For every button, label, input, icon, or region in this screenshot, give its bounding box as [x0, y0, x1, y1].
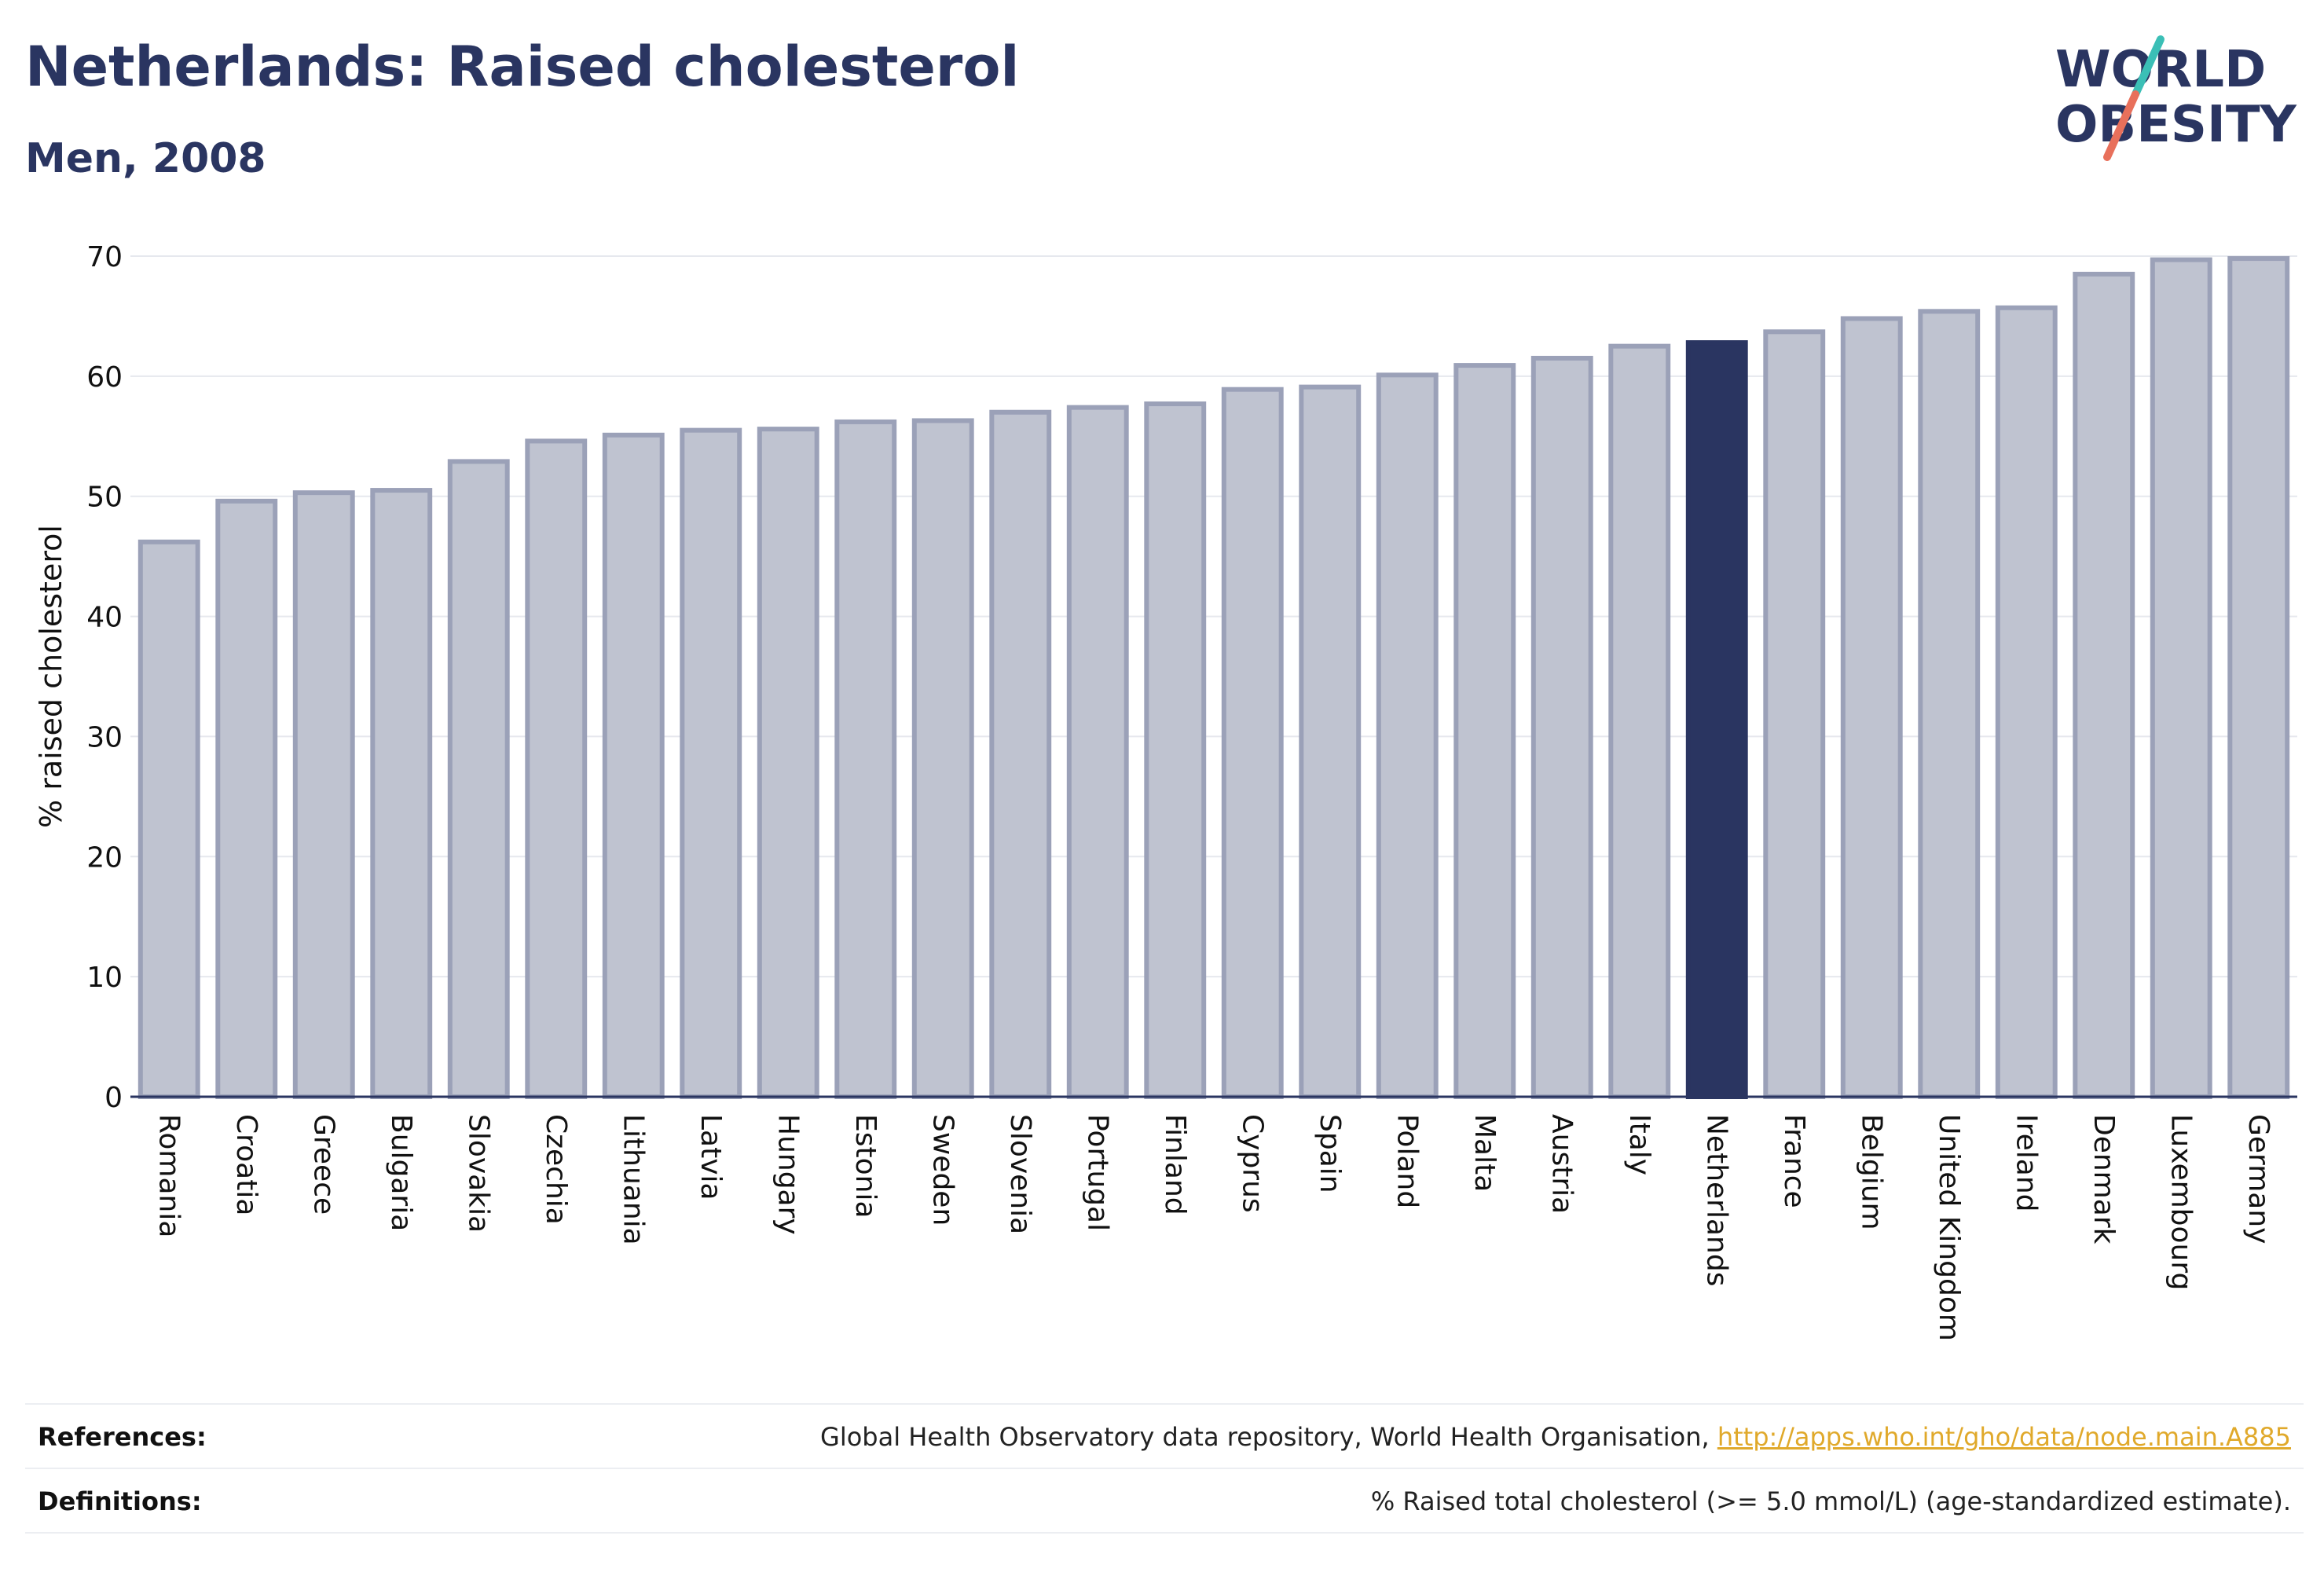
- logo-word-world: WORLD: [2055, 41, 2266, 99]
- x-tick-label: Sweden: [926, 1114, 959, 1226]
- x-tick-label: Ireland: [2010, 1114, 2042, 1212]
- bar-united-kingdom: [1918, 309, 1981, 1100]
- x-tick-label: Germany: [2242, 1114, 2275, 1244]
- x-tick-label: Austria: [1545, 1114, 1578, 1214]
- bar-portugal: [1066, 405, 1129, 1099]
- x-tick-label: Slovakia: [462, 1114, 494, 1233]
- y-tick-label: 10: [86, 962, 123, 994]
- definitions-row: Definitions: % Raised total cholesterol …: [25, 1468, 2304, 1532]
- y-tick-label: 60: [86, 361, 123, 394]
- bar-czechia: [525, 438, 588, 1099]
- bar-spain: [1299, 384, 1362, 1100]
- references-row: References: Global Health Observatory da…: [25, 1403, 2304, 1468]
- x-tick-label: Netherlands: [1700, 1114, 1732, 1286]
- chart-subtitle: Men, 2008: [25, 135, 266, 182]
- bar-hungary: [757, 427, 819, 1099]
- y-tick-label: 0: [104, 1082, 123, 1114]
- y-tick-label: 30: [86, 721, 123, 753]
- y-tick-label: 50: [86, 482, 123, 514]
- bar-belgium: [1840, 316, 1903, 1099]
- world-obesity-logo: WORLD OBESITY: [2055, 35, 2297, 161]
- bar-slovenia: [989, 409, 1052, 1099]
- bar-greece: [292, 490, 355, 1099]
- x-tick-label: United Kingdom: [1933, 1114, 1965, 1341]
- x-tick-label: Cyprus: [1236, 1114, 1268, 1213]
- bar-croatia: [215, 498, 278, 1099]
- x-tick-label: Belgium: [1855, 1114, 1887, 1230]
- y-axis-ticks: 0 10 20 30 40 50 60 70: [86, 241, 123, 1114]
- x-tick-label: Greece: [307, 1114, 339, 1215]
- x-axis-ticks: Romania Croatia Greece Bulgaria Slovakia Czec…: [152, 1114, 2275, 1341]
- references-text: Global Health Observatory data repositor…: [820, 1422, 1717, 1452]
- definitions-text: % Raised total cholesterol (>= 5.0 mmol/…: [1370, 1486, 2291, 1516]
- x-tick-label: Poland: [1391, 1114, 1423, 1208]
- references-value: Global Health Observatory data repositor…: [820, 1422, 2291, 1452]
- bar-cyprus: [1221, 387, 1284, 1099]
- bar-italy: [1608, 343, 1671, 1099]
- bar-sweden: [911, 418, 974, 1099]
- x-tick-label: Luxembourg: [2165, 1114, 2197, 1290]
- x-tick-label: Czechia: [540, 1114, 572, 1225]
- chart-title: Netherlands: Raised cholesterol: [25, 35, 1020, 99]
- y-tick-label: 40: [86, 602, 123, 634]
- definitions-label: Definitions:: [38, 1486, 202, 1516]
- logo-slash-coral: [2103, 90, 2139, 161]
- x-tick-label: Romania: [152, 1114, 185, 1237]
- bar-malta: [1453, 363, 1516, 1100]
- bar-austria: [1530, 355, 1593, 1099]
- x-tick-label: Croatia: [230, 1114, 262, 1215]
- x-tick-label: Finland: [1159, 1114, 1191, 1215]
- x-tick-label: France: [1778, 1114, 1810, 1208]
- x-tick-label: Estonia: [849, 1114, 882, 1219]
- bar-germany: [2227, 256, 2290, 1099]
- bar-chart: 0 10 20 30 40 50 60 70 Romania Croatia Greece Bulg…: [34, 241, 2297, 1341]
- x-tick-label: Spain: [1314, 1114, 1346, 1193]
- x-tick-label: Latvia: [695, 1114, 727, 1200]
- references-label: References:: [38, 1422, 207, 1452]
- bars: [137, 256, 2290, 1100]
- y-tick-label: 20: [86, 841, 123, 874]
- x-tick-label: Hungary: [772, 1114, 804, 1235]
- y-axis-label: % raised cholesterol: [34, 525, 68, 828]
- bar-latvia: [680, 427, 742, 1099]
- x-tick-label: Italy: [1623, 1114, 1655, 1175]
- references-link[interactable]: http://apps.who.int/gho/data/node.main.A…: [1717, 1422, 2291, 1452]
- x-tick-label: Malta: [1468, 1114, 1501, 1192]
- bar-estonia: [834, 419, 897, 1099]
- bar-poland: [1376, 372, 1439, 1100]
- bar-france: [1763, 329, 1826, 1099]
- x-tick-label: Slovenia: [1004, 1114, 1036, 1234]
- logo-slash-teal: [2132, 35, 2165, 98]
- bar-ireland: [1995, 305, 2058, 1099]
- bar-lithuania: [602, 432, 665, 1099]
- bar-slovakia: [447, 459, 510, 1099]
- footer-bottom-rule: [25, 1532, 2304, 1535]
- x-tick-label: Bulgaria: [385, 1114, 417, 1231]
- x-tick-label: Portugal: [1081, 1114, 1113, 1231]
- bar-luxembourg: [2150, 257, 2212, 1100]
- x-tick-label: Denmark: [2088, 1114, 2120, 1244]
- logo-word-obesity: OBESITY: [2055, 96, 2297, 154]
- bar-netherlands: [1685, 340, 1748, 1099]
- bar-denmark: [2073, 271, 2135, 1099]
- bar-romania: [137, 539, 200, 1099]
- bar-finland: [1144, 401, 1207, 1099]
- y-tick-label: 70: [86, 241, 123, 273]
- x-tick-label: Lithuania: [617, 1114, 649, 1245]
- bar-bulgaria: [370, 488, 433, 1099]
